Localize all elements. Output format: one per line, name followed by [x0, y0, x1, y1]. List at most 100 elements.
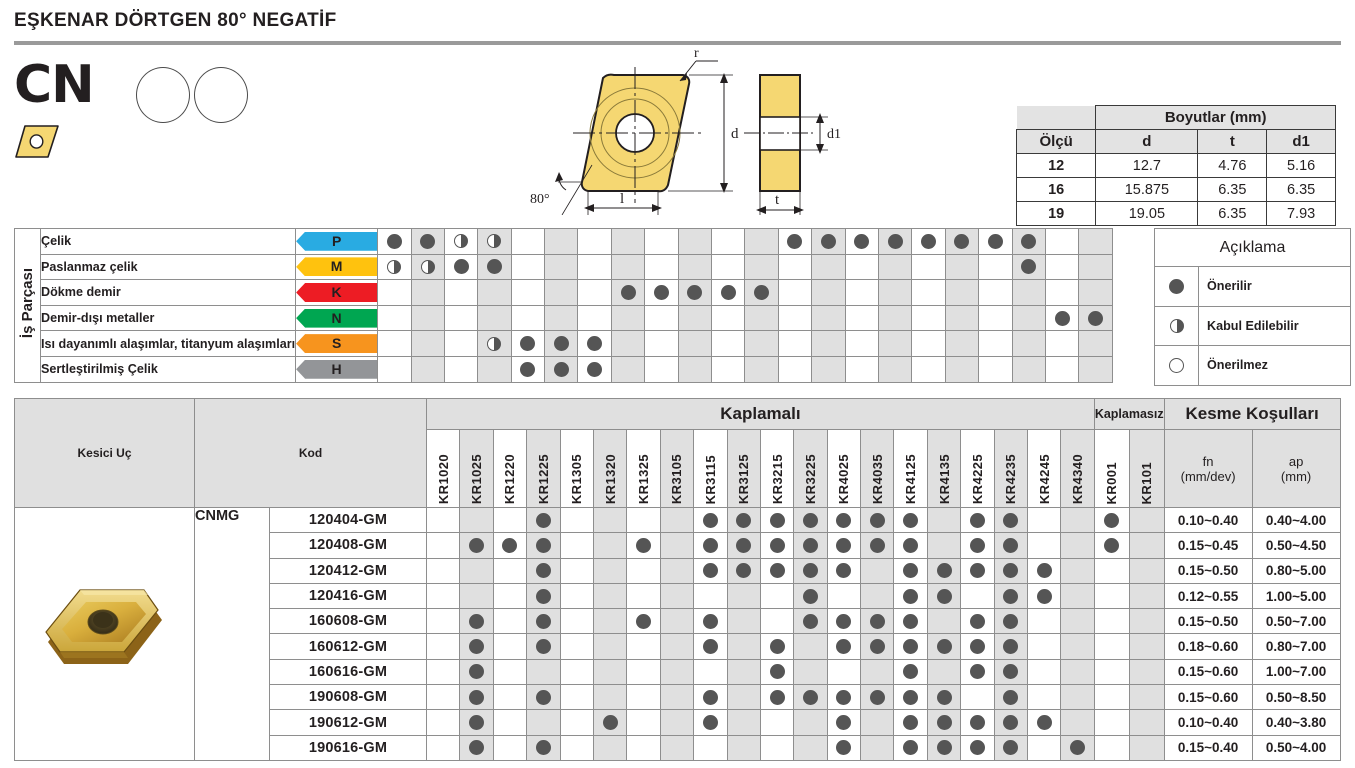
mark-full: [903, 740, 919, 756]
drawing-label-l: l: [620, 191, 624, 207]
mark-full: [1104, 537, 1120, 553]
legend-table: Açıklama Önerilir Kabul Edilebilir Önerilme…: [1154, 228, 1351, 386]
mark-half: [387, 259, 402, 274]
workpiece-grade-cell: [711, 330, 746, 357]
insert-code[interactable]: 160616-GM: [269, 658, 427, 686]
col-header-grade-KR3215: KR3215: [759, 429, 795, 508]
mark-full: [1003, 512, 1019, 528]
col-header-olcu: Ölçü: [1015, 129, 1097, 154]
grade-cell: [559, 734, 594, 761]
workpiece-grade-cell: [377, 279, 412, 306]
grade-cell: [993, 658, 1029, 686]
workpiece-grade-cell: [978, 304, 1013, 332]
col-header-grade-KR1325: KR1325: [626, 429, 661, 508]
grade-cell: [626, 608, 661, 635]
drawing-label-t: t: [775, 192, 780, 208]
mark-full: [1169, 278, 1184, 294]
table-row: Dökme demir K: [15, 279, 1113, 306]
workpiece-grade-cell: [777, 304, 813, 332]
col-header-kesme-kosullari: Kesme Koşulları: [1163, 398, 1341, 430]
insert-code[interactable]: 120404-GM: [269, 506, 427, 534]
grade-cell: [592, 684, 628, 711]
cell-olcu: 12: [1015, 153, 1097, 178]
insert-code[interactable]: 120416-GM: [269, 582, 427, 610]
mark-full: [836, 613, 852, 629]
workpiece-grade-cell: [510, 330, 546, 357]
grade-cell: [759, 582, 795, 610]
workpiece-grade-cell: [644, 355, 679, 383]
workpiece-grade-cell: [844, 228, 879, 255]
mark-full: [535, 512, 551, 528]
workpiece-grade-cell: [577, 330, 612, 357]
insert-code[interactable]: 160612-GM: [269, 633, 427, 660]
grade-cell: [526, 734, 561, 761]
insert-code[interactable]: 160608-GM: [269, 608, 427, 635]
grade-cell: [893, 684, 928, 711]
grade-cell: [793, 658, 828, 686]
insert-code[interactable]: 120412-GM: [269, 557, 427, 584]
workpiece-grade-cell: [944, 304, 980, 332]
grade-cell: [425, 684, 461, 711]
grade-cell: [1027, 658, 1062, 686]
cell-ap: 0.80~7.00: [1251, 633, 1341, 660]
grade-cell: [1060, 658, 1095, 686]
workpiece-grade-cell: [978, 253, 1013, 281]
circle-icon-2: [194, 67, 248, 123]
workpiece-grade-cell: [577, 253, 612, 281]
grade-cell: [960, 709, 995, 736]
workpiece-grade-cell: [677, 330, 713, 357]
insert-code[interactable]: 190608-GM: [269, 684, 427, 711]
mark-full: [1003, 537, 1019, 553]
cell-ap: 1.00~7.00: [1251, 658, 1341, 686]
workpiece-grade-cell: [644, 279, 679, 306]
mark-full: [386, 233, 402, 249]
mark-full: [769, 537, 785, 553]
grade-cell: [592, 608, 628, 635]
col-header-grade-KR4245: KR4245: [1027, 429, 1062, 508]
mark-full: [535, 689, 551, 705]
insert-code[interactable]: 190616-GM: [269, 734, 427, 761]
insert-code[interactable]: 120408-GM: [269, 532, 427, 559]
grade-cell: [592, 506, 628, 534]
legend-row: Önerilmez: [1154, 345, 1351, 386]
mark-full: [869, 689, 885, 705]
grade-cell: [425, 658, 461, 686]
grade-cell: [492, 709, 528, 736]
grade-cell: [425, 734, 461, 761]
drawing-label-angle: 80°: [530, 192, 550, 207]
mark-full: [836, 740, 852, 756]
cell-d: 12.7: [1095, 153, 1199, 178]
grade-cell: [893, 532, 928, 559]
mark-full: [903, 689, 919, 705]
iso-group-badge-N: N: [296, 308, 378, 328]
grade-cell: [659, 658, 695, 686]
insert-code[interactable]: 190612-GM: [269, 709, 427, 736]
grade-cell: [659, 684, 695, 711]
workpiece-grade-cell: [443, 253, 479, 281]
grade-cell: [726, 709, 761, 736]
col-header-ap: ap (mm): [1251, 429, 1341, 508]
grade-cell: [860, 557, 895, 584]
grade-cell: [960, 684, 995, 711]
workpiece-grade-cell: [477, 228, 512, 255]
mark-full: [903, 563, 919, 579]
mark-full: [820, 233, 836, 249]
table-header-row: Kesici Uç Kod Kaplamalı Kaplamasız Kesme Koş…: [14, 398, 1341, 508]
cell-ap: 0.50~7.00: [1251, 608, 1341, 635]
workpiece-grade-cell: [577, 304, 612, 332]
mark-full: [1036, 588, 1052, 604]
workpiece-grade-cell: [811, 330, 846, 357]
workpiece-grade-cell: [477, 330, 512, 357]
mark-full: [969, 664, 985, 680]
grade-cell: [1093, 684, 1130, 711]
workpiece-grade-cell: [1044, 279, 1080, 306]
workpiece-grade-cell: [911, 304, 946, 332]
grade-cell: [759, 608, 795, 635]
mark-full: [553, 336, 569, 352]
workpiece-grade-cell: [544, 304, 579, 332]
grade-cell: [726, 506, 761, 534]
grade-cell: [793, 506, 828, 534]
grade-cell: [793, 633, 828, 660]
mark-full: [469, 715, 485, 731]
table-row: Sertleştirilmiş Çelik H: [15, 355, 1113, 383]
